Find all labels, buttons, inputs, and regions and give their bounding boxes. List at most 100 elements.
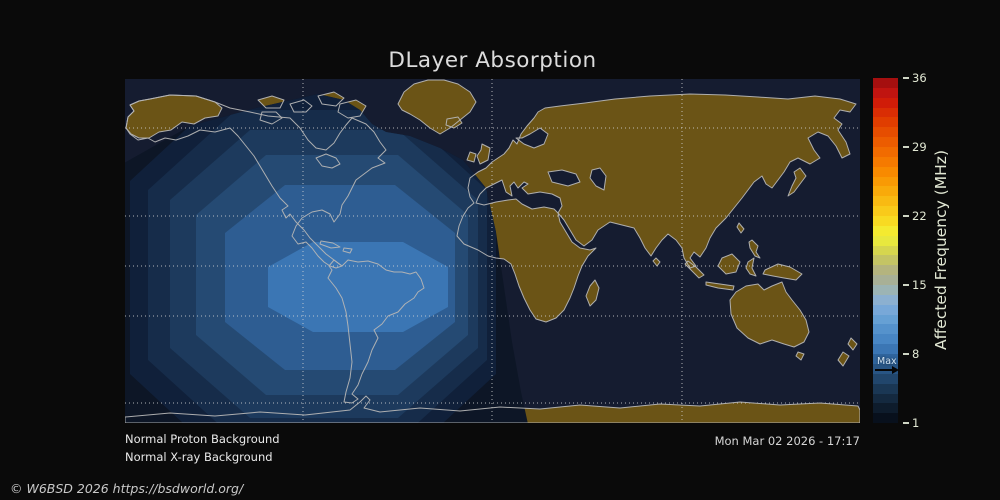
coast-cuba <box>319 240 341 249</box>
coast-antarctica <box>125 395 860 423</box>
coast-nz-south <box>837 351 850 367</box>
coast-iceland <box>445 116 463 129</box>
colorbar-tick-mark <box>903 146 909 148</box>
colorbar-tick-mark <box>903 284 909 286</box>
lake-black-sea <box>548 170 580 186</box>
timestamp: Mon Mar 02 2026 - 17:17 <box>714 434 860 448</box>
lake-baltic-sea <box>516 128 548 148</box>
colorbar-segment <box>873 166 898 177</box>
colorbar-segment <box>873 206 898 217</box>
colorbar-segment <box>873 97 898 108</box>
coast-java <box>705 281 735 291</box>
colorbar-segment <box>873 137 898 148</box>
colorbar-segment <box>873 393 898 404</box>
coast-taiwan <box>736 222 745 234</box>
colorbar-segment <box>873 176 898 187</box>
land-australia <box>730 282 809 347</box>
coast-south-america <box>327 259 425 404</box>
coast-black-sea <box>547 169 581 187</box>
land-philippines <box>749 240 760 258</box>
colorbar-segment <box>873 383 898 394</box>
colorbar-tick-label: 8 <box>912 346 920 361</box>
colorbar-segment <box>873 216 898 226</box>
colorbar-tick-label: 1 <box>912 415 920 430</box>
colorbar-axis-label: Affected Frequency (MHz) <box>932 150 950 350</box>
coast-north-america <box>125 94 387 269</box>
coast-eurasia-africa <box>456 93 857 323</box>
colorbar-segment <box>873 373 898 384</box>
colorbar-segment <box>873 235 898 246</box>
colorbar-tick-mark <box>903 77 909 79</box>
coast-tasmania <box>795 351 805 361</box>
colorbar-tick-mark <box>903 353 909 355</box>
colorbar-segment <box>873 245 898 256</box>
land-uk <box>477 144 490 164</box>
land-borneo <box>718 254 740 274</box>
colorbar-tick-label: 22 <box>912 208 927 223</box>
colorbar-segment <box>873 285 898 295</box>
land-new-guinea <box>763 264 802 280</box>
colorbar-segment <box>873 413 898 424</box>
land-sumatra <box>685 261 704 278</box>
coast-caspian-sea <box>589 167 607 191</box>
colorbar-segment <box>873 107 898 118</box>
colorbar-segment <box>873 127 898 138</box>
coast-japan <box>787 167 807 197</box>
colorbar-segment <box>873 87 898 98</box>
coast-australia <box>729 281 810 348</box>
colorbar-tick-label: 36 <box>912 70 927 85</box>
coast-philippines <box>748 239 761 259</box>
coast-ireland <box>466 151 477 163</box>
colorbar-tick-label: 29 <box>912 139 927 154</box>
coast-arctic-island-3 <box>317 91 345 107</box>
coast-arctic-island-5 <box>259 111 283 125</box>
max-marker-arrow-icon <box>875 365 899 374</box>
colorbar-segment <box>873 294 898 305</box>
lake-caspian-sea <box>590 168 606 190</box>
coast-nz-north <box>847 337 858 351</box>
land-java <box>706 282 734 290</box>
colorbar-segment <box>873 314 898 325</box>
colorbar-tick-mark <box>903 215 909 217</box>
coast-greenland <box>397 79 477 135</box>
absorption-ring-level-7 <box>268 242 448 332</box>
colorbar-segment <box>873 156 898 167</box>
colorbar-segment <box>873 334 898 345</box>
page-title: DLayer Absorption <box>388 48 597 73</box>
coast-arctic-island-2 <box>289 99 313 113</box>
xray-background-status: Normal X-ray Background <box>125 450 273 464</box>
status-block: Normal Proton Background Normal X-ray Ba… <box>125 430 280 466</box>
colorbar-segment <box>873 196 898 207</box>
coast-hispaniola <box>342 247 353 254</box>
coast-new-guinea <box>762 263 803 281</box>
land-japan <box>788 168 806 196</box>
copyright: © W6BSD 2026 https://bsdworld.org/ <box>10 481 244 496</box>
coast-alaska <box>125 94 223 139</box>
coast-sri-lanka <box>652 257 661 267</box>
proton-background-status: Normal Proton Background <box>125 432 280 446</box>
colorbar-segment <box>873 354 898 364</box>
colorbar-tick-mark <box>903 422 909 424</box>
colorbar-tick-label: 15 <box>912 277 927 292</box>
land-eurasia-africa <box>457 94 856 322</box>
coast-arctic-island-4 <box>337 99 367 119</box>
max-marker-label: Max <box>877 355 897 367</box>
colorbar-segment <box>873 225 898 236</box>
coast-borneo <box>717 253 741 275</box>
land-alaska <box>126 95 222 138</box>
land-nz-south <box>838 352 849 366</box>
colorbar-segment <box>873 304 898 315</box>
colorbar-segment <box>873 344 898 355</box>
colorbar-segment <box>873 275 898 286</box>
coast-sulawesi <box>745 257 757 277</box>
colorbar-segment <box>873 186 898 197</box>
coast-madagascar <box>585 279 600 307</box>
colorbar-segment <box>873 403 898 414</box>
coast-baltic-sea <box>515 127 549 149</box>
colorbar-segment <box>873 265 898 276</box>
colorbar-segment <box>873 78 898 88</box>
coast-sumatra <box>684 260 705 279</box>
coast-uk <box>476 143 491 165</box>
